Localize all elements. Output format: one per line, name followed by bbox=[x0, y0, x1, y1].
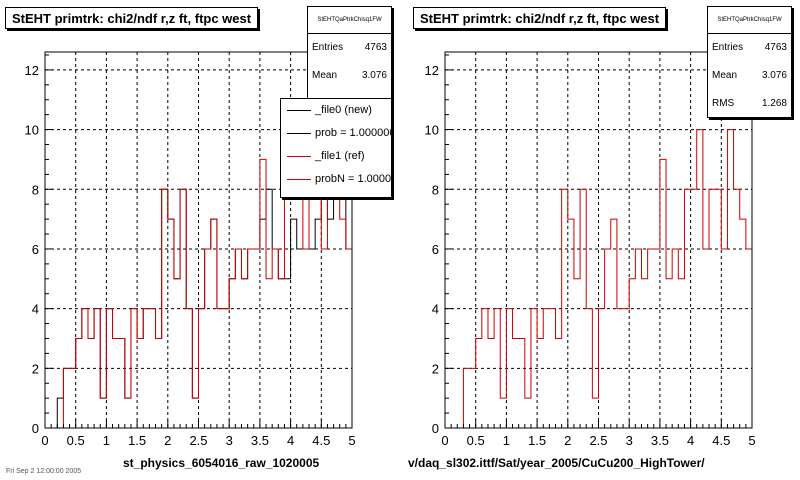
legend-entry-file1: _file1 (ref) bbox=[281, 145, 391, 168]
x-tick-label: 5 bbox=[348, 433, 355, 448]
panel2-stats-entries: Entries 4763 bbox=[708, 34, 791, 62]
legend-text: probN = 1.000000 bbox=[315, 173, 392, 185]
x-tick-label: 1 bbox=[503, 433, 510, 448]
legend-text: _file0 (new) bbox=[315, 104, 372, 116]
y-tick-label: 8 bbox=[432, 182, 439, 197]
panel2-x-title: v/daq_sl302.ittf/Sat/year_2005/CuCu200_H… bbox=[408, 456, 705, 470]
stats-value: 3.076 bbox=[761, 70, 787, 81]
x-tick-label: 3.5 bbox=[651, 433, 669, 448]
x-tick-label: 5 bbox=[748, 433, 755, 448]
x-tick-label: 0.5 bbox=[467, 433, 485, 448]
panel1-title: StEHT primtrk: chi2/ndf r,z ft, ftpc wes… bbox=[5, 7, 259, 29]
legend-entry-prob: prob = 1.000000 bbox=[281, 122, 391, 145]
x-tick-label: 3 bbox=[626, 433, 633, 448]
x-tick-label: 3 bbox=[226, 433, 233, 448]
legend-entry-probn: probN = 1.000000 bbox=[281, 168, 391, 191]
y-tick-label: 8 bbox=[32, 182, 39, 197]
footer-timestamp: Fri Sep 2 12:00:00 2005 bbox=[6, 468, 82, 475]
x-tick-label: 2.5 bbox=[589, 433, 607, 448]
x-tick-label: 2 bbox=[164, 433, 171, 448]
panel1-x-title: st_physics_6054016_raw_1020005 bbox=[123, 456, 320, 470]
y-tick-label: 2 bbox=[432, 361, 439, 376]
y-tick-label: 4 bbox=[432, 302, 439, 317]
x-tick-label: 1.5 bbox=[528, 433, 546, 448]
stats-value: 4763 bbox=[764, 42, 787, 53]
x-tick-label: 1 bbox=[103, 433, 110, 448]
legend-swatch bbox=[287, 110, 311, 111]
legend-text: _file1 (ref) bbox=[315, 150, 365, 162]
legend-swatch bbox=[287, 133, 311, 134]
stats-value: 3.076 bbox=[361, 70, 387, 81]
panel2-stats-mean: Mean 3.076 bbox=[708, 62, 791, 90]
y-tick-label: 0 bbox=[432, 421, 439, 436]
y-tick-label: 10 bbox=[25, 123, 39, 138]
x-tick-label: 2.5 bbox=[189, 433, 207, 448]
panel2-title: StEHT primtrk: chi2/ndf r,z ft, ftpc wes… bbox=[413, 7, 667, 29]
x-tick-label: 4.5 bbox=[312, 433, 330, 448]
stats-value: 4763 bbox=[364, 42, 387, 53]
stats-label: Entries bbox=[712, 42, 744, 53]
panel1-stats-mean: Mean 3.076 bbox=[308, 62, 391, 90]
panel1-legend: _file0 (new) prob = 1.000000 _file1 (ref… bbox=[280, 98, 392, 198]
series-ref-histogram bbox=[445, 129, 752, 429]
legend-text: prob = 1.000000 bbox=[315, 127, 392, 139]
x-tick-label: 3.5 bbox=[251, 433, 269, 448]
y-tick-label: 6 bbox=[32, 242, 39, 257]
stats-label: Entries bbox=[312, 42, 344, 53]
y-tick-label: 12 bbox=[425, 63, 439, 78]
x-tick-label: 0 bbox=[441, 433, 448, 448]
x-tick-label: 4.5 bbox=[712, 433, 730, 448]
panel2-stats-box: StEHTQaPtrkChisq1FW Entries 4763 Mean 3.… bbox=[707, 6, 792, 118]
x-tick-label: 4 bbox=[687, 433, 694, 448]
y-tick-label: 10 bbox=[425, 123, 439, 138]
stats-label: RMS bbox=[712, 98, 735, 109]
panel2-stats-rms: RMS 1.268 bbox=[708, 90, 791, 118]
stats-label: Mean bbox=[712, 70, 738, 81]
panel1-stats-entries: Entries 4763 bbox=[308, 34, 391, 62]
x-tick-label: 1.5 bbox=[128, 433, 146, 448]
y-tick-label: 2 bbox=[32, 361, 39, 376]
legend-swatch bbox=[287, 179, 311, 180]
stats-value: 1.268 bbox=[761, 98, 787, 109]
panel1-stats-name: StEHTQaPtrkChisq1FW bbox=[308, 7, 391, 34]
x-tick-label: 2 bbox=[564, 433, 571, 448]
x-tick-label: 0.5 bbox=[67, 433, 85, 448]
y-tick-label: 0 bbox=[32, 421, 39, 436]
y-tick-label: 6 bbox=[432, 242, 439, 257]
stats-label: Mean bbox=[312, 70, 338, 81]
legend-entry-file0: _file0 (new) bbox=[281, 99, 391, 122]
y-tick-label: 4 bbox=[32, 302, 39, 317]
panel2-stats-name: StEHTQaPtrkChisq1FW bbox=[708, 7, 791, 34]
y-tick-label: 12 bbox=[25, 63, 39, 78]
legend-swatch bbox=[287, 156, 311, 157]
x-tick-label: 0 bbox=[41, 433, 48, 448]
x-tick-label: 4 bbox=[287, 433, 294, 448]
